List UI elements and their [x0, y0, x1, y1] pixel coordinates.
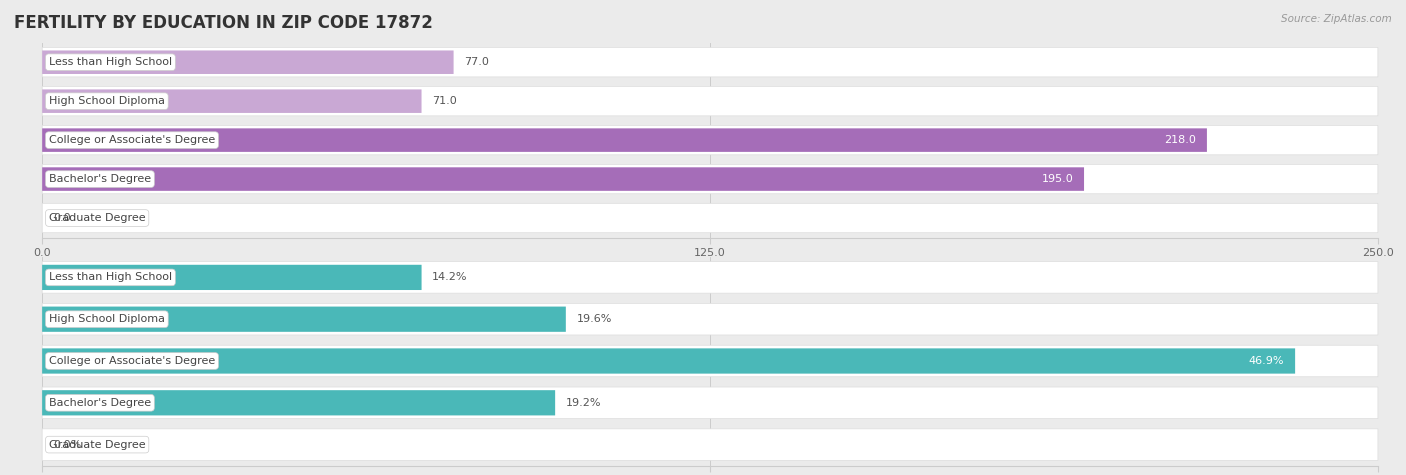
Text: 46.9%: 46.9%: [1249, 356, 1285, 366]
Text: FERTILITY BY EDUCATION IN ZIP CODE 17872: FERTILITY BY EDUCATION IN ZIP CODE 17872: [14, 14, 433, 32]
Text: Bachelor's Degree: Bachelor's Degree: [49, 398, 150, 408]
Text: Source: ZipAtlas.com: Source: ZipAtlas.com: [1281, 14, 1392, 24]
Text: 0.0: 0.0: [53, 213, 70, 223]
Text: 19.6%: 19.6%: [576, 314, 612, 324]
Text: 77.0: 77.0: [464, 57, 489, 67]
FancyBboxPatch shape: [42, 390, 555, 416]
FancyBboxPatch shape: [42, 203, 1378, 233]
Text: 0.0%: 0.0%: [53, 439, 82, 450]
FancyBboxPatch shape: [42, 167, 1084, 191]
Text: Graduate Degree: Graduate Degree: [49, 439, 145, 450]
FancyBboxPatch shape: [42, 265, 422, 290]
FancyBboxPatch shape: [42, 128, 1206, 152]
Text: 19.2%: 19.2%: [565, 398, 602, 408]
FancyBboxPatch shape: [42, 86, 1378, 116]
Text: 218.0: 218.0: [1164, 135, 1197, 145]
FancyBboxPatch shape: [42, 48, 1378, 77]
FancyBboxPatch shape: [42, 125, 1378, 155]
Text: High School Diploma: High School Diploma: [49, 314, 165, 324]
Text: College or Associate's Degree: College or Associate's Degree: [49, 356, 215, 366]
FancyBboxPatch shape: [42, 348, 1295, 374]
Text: Less than High School: Less than High School: [49, 57, 172, 67]
Text: Less than High School: Less than High School: [49, 272, 172, 283]
FancyBboxPatch shape: [42, 89, 422, 113]
FancyBboxPatch shape: [42, 345, 1378, 377]
FancyBboxPatch shape: [42, 387, 1378, 418]
FancyBboxPatch shape: [42, 306, 565, 332]
Text: High School Diploma: High School Diploma: [49, 96, 165, 106]
FancyBboxPatch shape: [42, 262, 1378, 293]
Text: 14.2%: 14.2%: [432, 272, 468, 283]
FancyBboxPatch shape: [42, 304, 1378, 335]
FancyBboxPatch shape: [42, 50, 454, 74]
Text: Graduate Degree: Graduate Degree: [49, 213, 145, 223]
Text: Bachelor's Degree: Bachelor's Degree: [49, 174, 150, 184]
FancyBboxPatch shape: [42, 429, 1378, 460]
Text: 71.0: 71.0: [432, 96, 457, 106]
Text: 195.0: 195.0: [1042, 174, 1073, 184]
Text: College or Associate's Degree: College or Associate's Degree: [49, 135, 215, 145]
FancyBboxPatch shape: [42, 164, 1378, 194]
